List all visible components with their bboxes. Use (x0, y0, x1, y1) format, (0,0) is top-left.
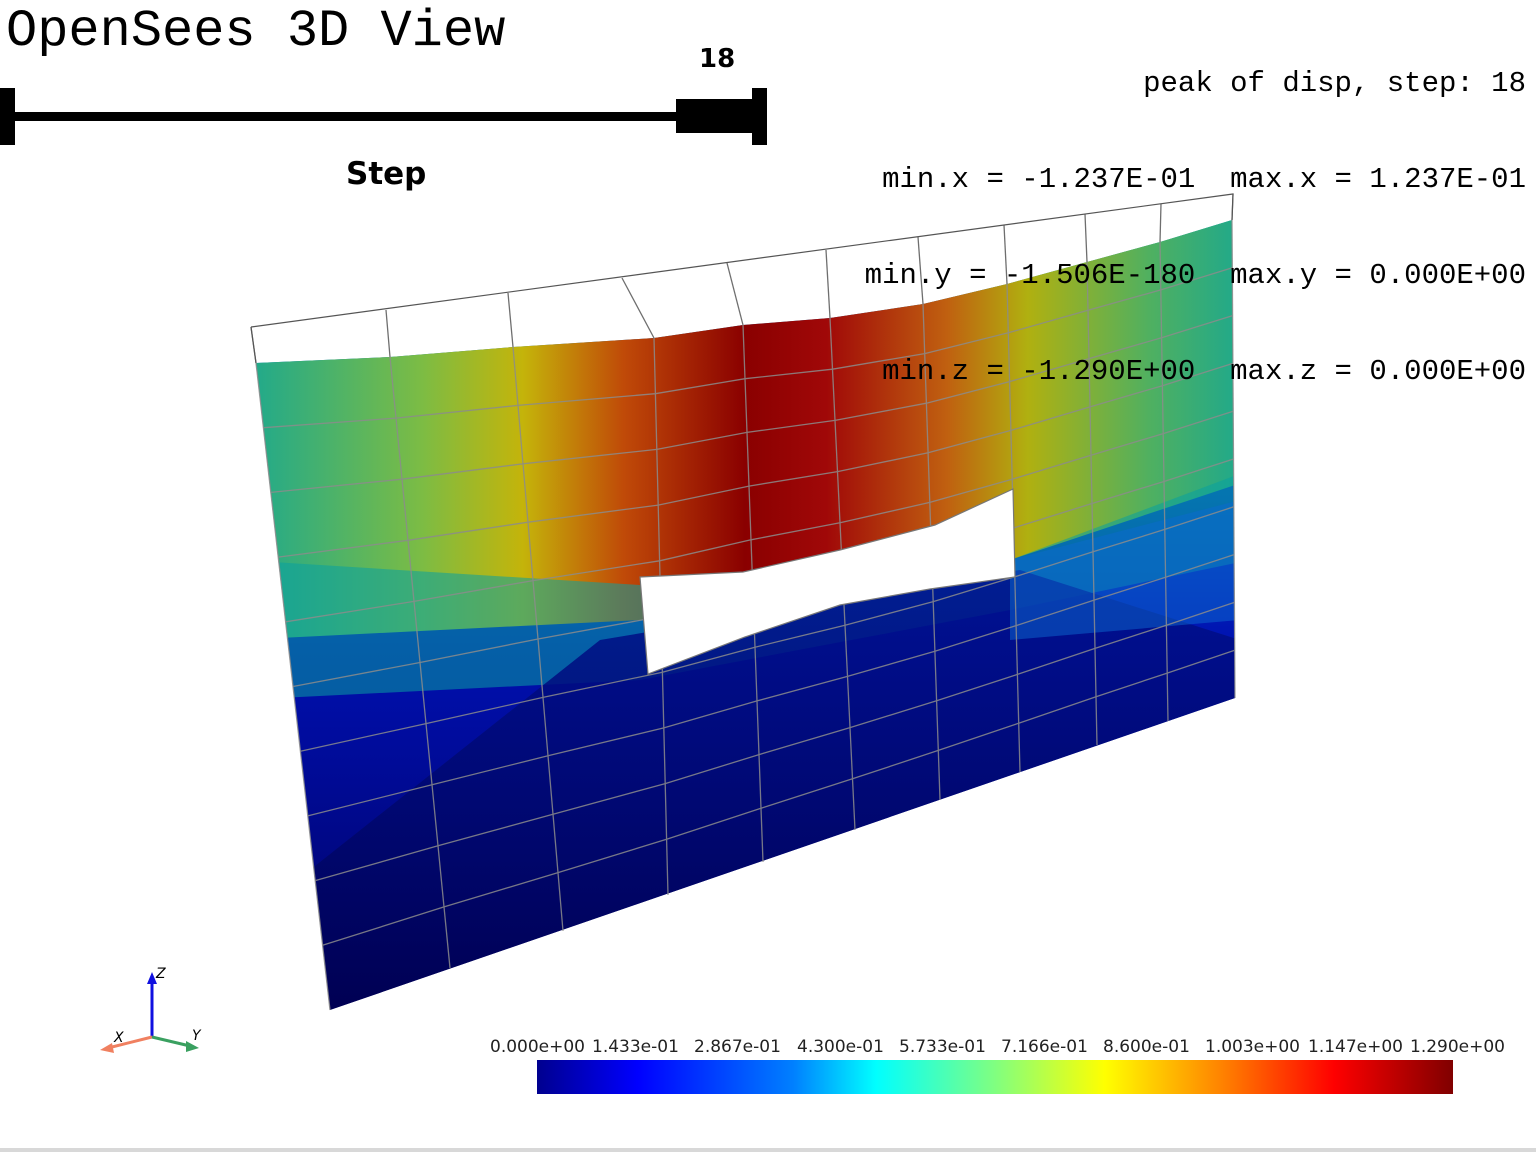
undeformed-vertical-line (507, 292, 514, 348)
slider-handle[interactable] (676, 99, 756, 133)
colorbar-tick-label: 1.433e-01 (592, 1037, 679, 1057)
axes-orientation-widget: Z X Y (100, 966, 202, 1053)
info-header: peak of disp, step: 18 (1143, 67, 1526, 100)
undeformed-vertical-line (1231, 193, 1234, 221)
colorbar-tick-label: 1.290e+00 (1410, 1037, 1506, 1057)
colorbar-tick-label: 4.300e-01 (797, 1037, 884, 1057)
undeformed-vertical-line (250, 326, 257, 364)
mesh-horizontal-line (263, 267, 1233, 429)
mesh-horizontal-line (300, 506, 1235, 752)
colorbar-gradient (537, 1060, 1453, 1094)
info-row-z: min.z = -1.290E+00 max.z = 0.000E+00 (865, 356, 1526, 388)
slider-title: Step (346, 156, 427, 192)
undeformed-vertical-line (1003, 224, 1008, 285)
info-row-x: min.x = -1.237E-01 max.x = 1.237E-01 (865, 164, 1526, 196)
mesh-horizontal-line (278, 362, 1234, 558)
panel-opening (639, 488, 1016, 675)
colorbar-tick-label: 5.733e-01 (899, 1037, 986, 1057)
colorbar-tick-labels: 0.000e+00 1.433e-01 2.867e-01 4.300e-01 5.73… (490, 1037, 1505, 1059)
axis-z-label: Z (155, 966, 166, 982)
slider-end-cap-left (0, 88, 15, 145)
undeformed-vertical-line (385, 309, 391, 358)
info-max-z: max.z = 0.000E+00 (1230, 355, 1526, 388)
colorbar-tick-label: 1.003e+00 (1205, 1037, 1301, 1057)
info-min-y: min.y = -1.506E-180 (864, 259, 1196, 292)
mesh-horizontal-line (270, 314, 1233, 494)
slider-value: 18 (699, 44, 736, 74)
viewer-title: OpenSees 3D View (6, 2, 506, 61)
slider-track[interactable] (2, 112, 762, 121)
undeformed-vertical-line (917, 236, 924, 305)
undeformed-vertical-line (621, 277, 655, 339)
undeformed-vertical-line (1084, 213, 1088, 263)
info-min-x: min.x = -1.237E-01 (882, 163, 1196, 196)
info-panel: peak of disp, step: 18 min.x = -1.237E-0… (865, 4, 1526, 452)
axis-x-label: X (113, 1030, 124, 1046)
colorbar-tick-label: 0.000e+00 (490, 1037, 586, 1057)
mesh-grid (250, 193, 1236, 1011)
undeformed-vertical-line (726, 262, 744, 326)
mesh-horizontal-line (322, 649, 1235, 946)
info-max-y: max.y = 0.000E+00 (1230, 259, 1526, 292)
window-bottom-border (0, 1148, 1536, 1152)
undeformed-vertical-line (825, 249, 831, 319)
colorbar-tick-label: 1.147e+00 (1308, 1037, 1404, 1057)
colorbar-tick-label: 8.600e-01 (1103, 1037, 1190, 1057)
colorbar-tick-label: 2.867e-01 (694, 1037, 781, 1057)
undeformed-vertical-line (1159, 203, 1162, 243)
info-max-x: max.x = 1.237E-01 (1230, 163, 1526, 196)
axis-y-label: Y (192, 1028, 202, 1044)
info-row-y: min.y = -1.506E-180 max.y = 0.000E+00 (865, 260, 1526, 292)
info-min-z: min.z = -1.290E+00 (882, 355, 1196, 388)
mesh-horizontal-line (315, 601, 1235, 882)
mesh-horizontal-line (285, 410, 1234, 623)
mesh-horizontal-line (307, 553, 1235, 817)
colorbar-tick-label: 7.166e-01 (1001, 1037, 1088, 1057)
